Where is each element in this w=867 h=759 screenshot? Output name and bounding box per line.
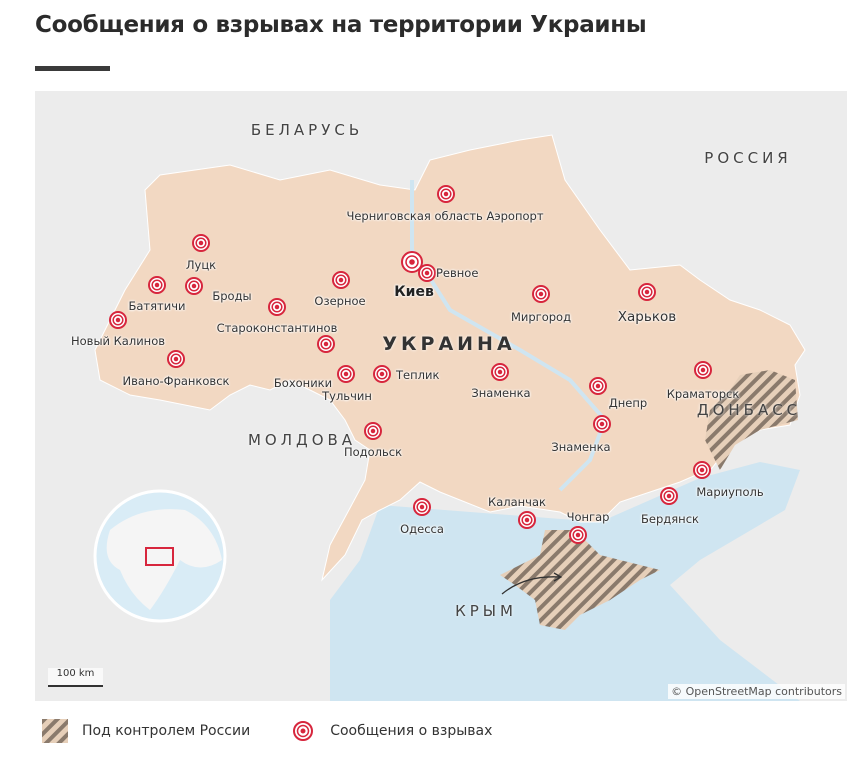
explosion-marker[interactable]	[694, 361, 712, 379]
explosion-marker-icon	[293, 721, 314, 741]
place-label: Харьков	[617, 309, 677, 325]
hatch-swatch-icon	[42, 719, 68, 743]
place-label: Краматорск	[666, 387, 740, 401]
legend: Под контролем России Сообщения о взрывах	[42, 719, 532, 743]
label-donbass: ДОНБАСС	[696, 401, 802, 419]
place-label: Ивано-Франковск	[122, 374, 230, 388]
label-moldova: МОЛДОВА	[247, 431, 357, 449]
explosion-marker[interactable]	[589, 377, 607, 395]
explosion-marker[interactable]	[660, 487, 678, 505]
place-label: Одесса	[400, 522, 444, 536]
explosion-marker[interactable]	[268, 298, 286, 316]
place-label: Озерное	[314, 294, 366, 308]
legend-explosions: Сообщения о взрывах	[290, 719, 492, 743]
place-label: Подольск	[343, 445, 403, 459]
place-label: Тульчин	[322, 389, 372, 403]
place-label: Чонгар	[566, 510, 610, 524]
explosion-marker[interactable]	[373, 365, 391, 383]
explosion-marker[interactable]	[167, 350, 185, 368]
explosion-marker[interactable]	[593, 415, 611, 433]
place-label: Луцк	[185, 258, 217, 272]
place-label: Бохоники	[273, 376, 333, 390]
label-russia: РОССИЯ	[704, 149, 792, 167]
map[interactable]: Черниговская область Аэропорт Луцк Батятич…	[35, 91, 847, 701]
label-ukraine: УКРАИНА	[382, 333, 516, 355]
explosion-marker[interactable]	[337, 365, 355, 383]
explosion-marker[interactable]	[569, 526, 587, 544]
explosion-marker[interactable]	[185, 277, 203, 295]
explosion-marker[interactable]	[364, 422, 382, 440]
explosion-marker[interactable]	[418, 264, 436, 282]
title-underline	[35, 66, 110, 71]
explosion-marker[interactable]	[148, 276, 166, 294]
place-label: Броды	[212, 289, 252, 303]
place-label: Староконстантинов	[216, 321, 338, 335]
place-label: Миргород	[510, 310, 572, 324]
place-label: Знаменка	[551, 440, 611, 454]
explosion-marker[interactable]	[491, 363, 509, 381]
place-label: Теплик	[396, 368, 440, 382]
place-label: Каланчак	[488, 495, 546, 509]
explosion-marker[interactable]	[332, 271, 350, 289]
explosion-marker[interactable]	[532, 285, 550, 303]
crimea-arrow	[501, 576, 561, 595]
explosion-marker[interactable]	[192, 234, 210, 252]
scale-bar: 100 km	[48, 668, 103, 687]
map-canvas	[93, 134, 806, 701]
explosion-marker[interactable]	[693, 461, 711, 479]
place-label: Днепр	[608, 396, 648, 410]
place-label: Черниговская область Аэропорт	[346, 209, 544, 223]
legend-russia-control: Под контролем России	[42, 719, 250, 743]
explosion-marker[interactable]	[401, 251, 423, 273]
donbass-hatched	[705, 370, 798, 470]
page-title: Сообщения о взрывах на территории Украин…	[35, 12, 647, 38]
globe-inset	[93, 489, 227, 623]
legend-explosions-label: Сообщения о взрывах	[330, 723, 493, 739]
explosion-marker[interactable]	[638, 283, 656, 301]
explosion-marker[interactable]	[109, 311, 127, 329]
place-label: Ревное	[436, 266, 479, 280]
legend-russia-control-label: Под контролем России	[82, 723, 251, 739]
place-label: Новый Калинов	[70, 334, 166, 348]
place-label: Мариуполь	[696, 485, 764, 499]
place-label: Знаменка	[471, 386, 531, 400]
explosion-marker[interactable]	[437, 185, 455, 203]
explosion-marker[interactable]	[518, 511, 536, 529]
label-belarus: БЕЛАРУСЬ	[250, 121, 364, 139]
place-label: Киев	[394, 284, 434, 300]
place-label: Батятичи	[128, 299, 186, 313]
explosion-marker[interactable]	[317, 335, 335, 353]
label-crimea: КРЫМ	[455, 602, 517, 620]
ukraine-territory	[94, 134, 806, 582]
crimea-hatched	[500, 530, 660, 630]
place-label: Бердянск	[641, 512, 699, 526]
explosion-marker[interactable]	[413, 498, 431, 516]
attribution[interactable]: © OpenStreetMap contributors	[668, 684, 845, 699]
